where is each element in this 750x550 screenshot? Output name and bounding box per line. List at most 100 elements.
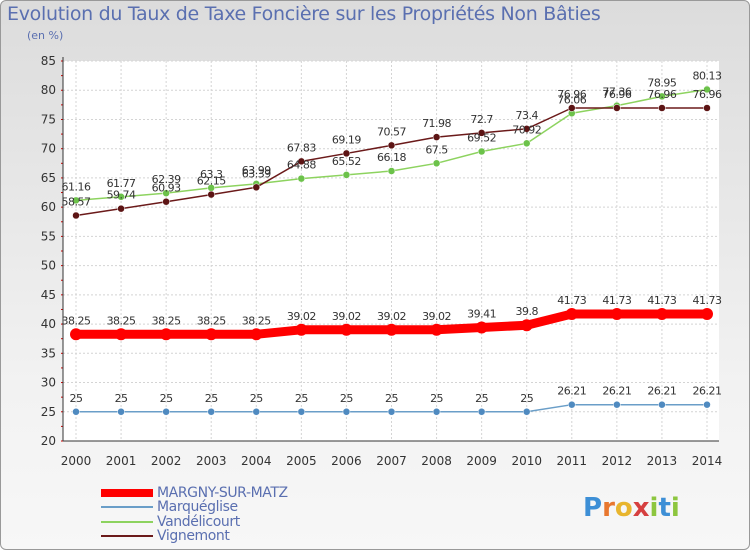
data-point <box>387 167 396 175</box>
y-tick-label: 55 <box>41 229 56 243</box>
data-label: 60.93 <box>152 182 181 195</box>
data-label: 39.8 <box>515 305 538 318</box>
data-label: 61.16 <box>62 180 91 193</box>
x-tick-label: 2005 <box>286 454 317 468</box>
data-point <box>252 408 261 416</box>
data-label: 26.21 <box>693 385 722 398</box>
data-point <box>70 328 82 341</box>
data-point <box>522 408 531 416</box>
data-point <box>342 149 351 158</box>
data-label: 61.77 <box>107 177 136 190</box>
data-point <box>295 323 308 336</box>
logo-letter: x <box>632 493 650 523</box>
unit-label: (en %) <box>27 29 64 42</box>
data-label: 38.25 <box>62 314 91 327</box>
chart-title: Evolution du Taux de Taxe Foncière sur l… <box>7 3 601 25</box>
data-point <box>432 408 441 416</box>
data-label: 67.5 <box>425 143 448 156</box>
y-tick-label: 40 <box>41 317 56 331</box>
x-tick-label: 2010 <box>511 454 542 468</box>
x-tick-label: 2006 <box>331 454 362 468</box>
data-label: 41.73 <box>602 294 631 307</box>
data-label: 58.57 <box>62 196 91 209</box>
data-point <box>387 408 396 416</box>
data-point <box>162 408 170 416</box>
data-point <box>565 307 578 320</box>
legend-swatch-marqueglise <box>101 506 153 508</box>
data-label: 76.06 <box>557 93 586 106</box>
logo-letter: t <box>658 493 671 523</box>
data-point <box>655 307 668 320</box>
data-point <box>250 328 263 341</box>
data-point <box>205 328 218 341</box>
x-tick-label: 2004 <box>241 454 272 468</box>
data-point <box>613 104 621 112</box>
data-point <box>658 400 666 409</box>
data-label: 78.95 <box>647 76 676 89</box>
data-point <box>162 189 170 197</box>
data-label: 25 <box>70 392 83 405</box>
data-label: 25 <box>430 392 443 405</box>
data-label: 41.73 <box>557 294 586 307</box>
x-tick-label: 2007 <box>376 454 407 468</box>
y-tick-label: 50 <box>41 259 56 273</box>
data-label: 73.4 <box>515 109 538 122</box>
data-point <box>162 197 170 206</box>
data-point <box>701 307 713 320</box>
data-label: 76.96 <box>693 88 722 101</box>
data-point <box>520 319 533 332</box>
data-label: 59.74 <box>107 189 136 202</box>
data-point <box>207 190 215 199</box>
y-tick-label: 45 <box>41 288 56 302</box>
data-point <box>117 204 125 213</box>
data-point <box>475 321 488 334</box>
data-label: 63.3 <box>200 168 223 181</box>
y-tick-label: 25 <box>41 405 56 419</box>
x-tick-label: 2014 <box>692 454 723 468</box>
data-point <box>252 183 261 192</box>
data-label: 76.96 <box>602 88 631 101</box>
data-label: 38.25 <box>242 314 271 327</box>
data-point <box>342 171 351 179</box>
data-label: 77.36 <box>602 86 631 99</box>
x-tick-label: 2013 <box>647 454 678 468</box>
data-point <box>430 323 443 336</box>
data-label: 26.21 <box>557 385 586 398</box>
data-label: 64.88 <box>287 159 316 172</box>
data-point <box>568 400 576 409</box>
data-point <box>477 129 486 137</box>
data-point <box>432 133 441 141</box>
y-tick-label: 35 <box>41 346 56 360</box>
data-point <box>72 196 80 205</box>
logo-letter: r <box>602 493 615 523</box>
data-point <box>115 328 128 341</box>
x-tick-label: 2000 <box>61 454 92 468</box>
data-point <box>477 147 486 156</box>
data-label: 39.02 <box>332 310 361 323</box>
data-point <box>207 408 215 416</box>
data-label: 71.98 <box>422 117 451 130</box>
x-tick-label: 2001 <box>106 454 137 468</box>
data-label: 25 <box>385 392 398 405</box>
data-point <box>658 104 666 112</box>
data-label: 38.25 <box>197 314 226 327</box>
data-label: 39.41 <box>467 308 496 321</box>
data-label: 26.21 <box>602 385 631 398</box>
data-point <box>160 328 173 341</box>
data-point <box>522 139 531 148</box>
data-point <box>703 400 711 409</box>
logo-letter: i <box>670 493 680 523</box>
data-label: 41.73 <box>647 294 676 307</box>
data-label: 63.39 <box>242 167 271 180</box>
y-tick-label: 20 <box>41 434 56 448</box>
data-point <box>658 92 666 101</box>
logo-letter: i <box>649 493 659 523</box>
legend-swatch-vandelicourt <box>101 521 153 523</box>
y-tick-label: 30 <box>41 376 56 390</box>
data-label: 72.7 <box>470 113 493 126</box>
data-label: 69.19 <box>332 133 361 146</box>
data-point <box>385 323 398 336</box>
data-label: 25 <box>205 392 218 405</box>
data-label: 62.39 <box>152 173 181 186</box>
